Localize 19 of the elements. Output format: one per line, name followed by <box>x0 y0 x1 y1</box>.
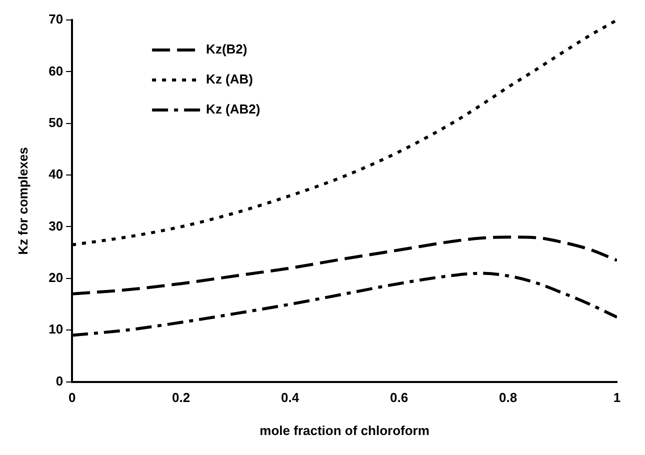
legend-label: Kz (AB2) <box>206 102 260 117</box>
x-tick-label: 1 <box>613 390 621 406</box>
y-tick-label: 40 <box>48 166 64 182</box>
y-tick-label: 60 <box>48 63 64 78</box>
y-tick-label: 50 <box>48 114 64 130</box>
x-tick-label: 0.8 <box>498 390 518 406</box>
x-axis-title: mole fraction of chloroform <box>260 422 430 438</box>
legend-label: Kz (AB) <box>206 72 253 87</box>
legend-label: Kz(B2) <box>206 42 248 57</box>
y-tick-label: 0 <box>56 373 64 388</box>
y-tick-label: 70 <box>48 12 64 27</box>
y-tick-label: 10 <box>48 322 64 337</box>
y-tick-label: 20 <box>48 270 64 286</box>
x-tick-label: 0.6 <box>390 390 408 406</box>
x-tick-label: 0 <box>68 390 76 406</box>
y-axis-title: Kz for complexes <box>15 147 30 255</box>
y-tick-label: 30 <box>48 218 64 234</box>
x-tick-label: 0.2 <box>172 390 190 406</box>
x-tick-label: 0.4 <box>280 390 300 406</box>
